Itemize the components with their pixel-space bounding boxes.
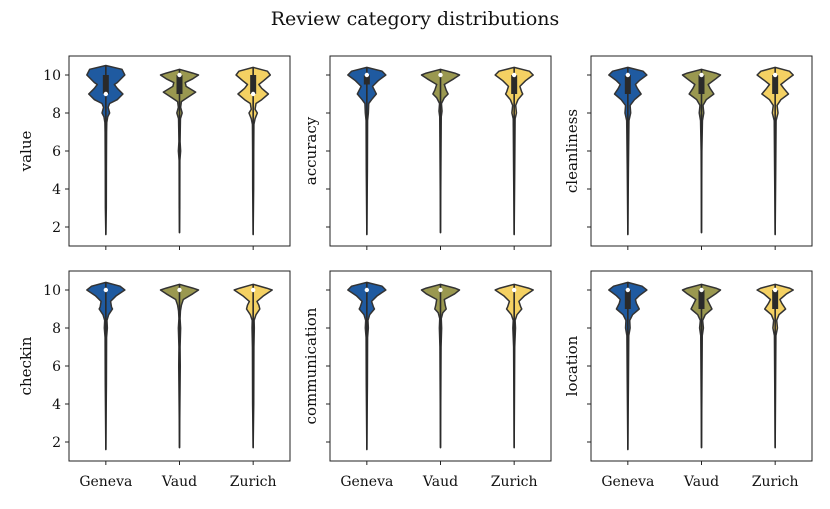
y-axis-label: value [17,131,35,173]
median-point-vaud [699,287,704,293]
y-axis-label: communication [302,307,320,424]
median-point-geneva [103,287,109,293]
y-tick-label: 8 [52,106,61,122]
y-tick-label: 4 [52,397,61,413]
y-tick-label: 2 [52,435,61,451]
panel-communication: Geneva Vaud Zurich communication [302,270,552,490]
median-point-geneva [364,287,370,293]
median-point-zurich [250,287,256,293]
y-tick-label: 4 [52,182,61,198]
median-point-vaud [438,72,443,78]
iqr-box-geneva [363,75,370,85]
median-point-zurich [511,72,517,78]
median-point-geneva [625,72,631,78]
y-tick-label: 2 [52,220,61,236]
iqr-box-zurich [772,75,779,94]
panel-accuracy: accuracy [302,55,552,250]
y-tick-label: 10 [43,68,61,84]
y-axis-label: checkin [17,336,35,395]
panel-location: Geneva Vaud Zurich location [563,270,813,490]
iqr-box-geneva [624,75,631,94]
iqr-box-vaud [176,75,183,94]
x-tick-label: Vaud [683,474,719,490]
x-tick-label: Zurich [752,474,799,490]
y-axis-label: location [563,335,581,396]
median-point-zurich [772,287,778,293]
x-tick-label: Zurich [491,474,538,490]
iqr-box-vaud [698,290,705,309]
panel-checkin: 2 4 6 8 10 Geneva Vaud Zurich checkin [17,270,291,490]
x-tick-label: Geneva [79,474,132,490]
y-axis-label: cleanliness [563,109,581,193]
median-point-zurich [511,287,517,293]
y-tick-label: 8 [52,321,61,337]
iqr-box-zurich [772,290,779,309]
iqr-box-geneva [102,75,109,94]
median-point-geneva [625,287,631,293]
median-point-vaud [438,287,443,293]
x-tick-label: Geneva [601,474,654,490]
median-point-zurich [772,72,778,78]
panel-value: 2 4 6 8 10 value [17,55,291,250]
median-point-vaud [177,287,182,293]
median-point-vaud [699,72,704,78]
iqr-box-geneva [624,290,631,309]
x-tick-label: Geneva [340,474,393,490]
iqr-box-vaud [698,75,705,94]
figure-title: Review category distributions [270,8,560,30]
y-tick-label: 6 [52,359,61,375]
iqr-box-zurich [250,75,257,94]
panel-cleanliness: cleanliness [563,55,813,250]
y-axis-label: accuracy [302,116,320,185]
y-tick-label: 6 [52,144,61,160]
x-tick-label: Vaud [161,474,197,490]
median-point-geneva [103,91,109,97]
y-tick-label: 10 [43,283,61,299]
median-point-geneva [364,72,370,78]
iqr-box-zurich [511,75,518,94]
x-tick-label: Zurich [230,474,277,490]
median-point-vaud [177,72,182,78]
median-point-zurich [250,91,256,97]
x-tick-label: Vaud [422,474,458,490]
